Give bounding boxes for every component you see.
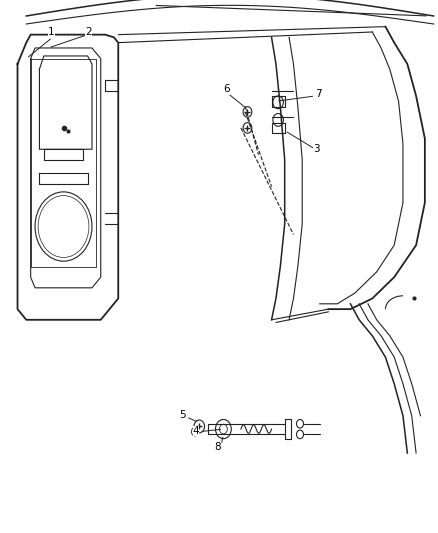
Text: 5: 5 (180, 410, 186, 421)
Text: 2: 2 (85, 27, 92, 37)
Text: 4: 4 (193, 426, 199, 437)
Text: 7: 7 (315, 89, 322, 99)
Text: 8: 8 (215, 442, 221, 453)
Text: 3: 3 (313, 144, 320, 154)
Text: 6: 6 (223, 84, 230, 94)
Text: 1: 1 (48, 27, 55, 37)
